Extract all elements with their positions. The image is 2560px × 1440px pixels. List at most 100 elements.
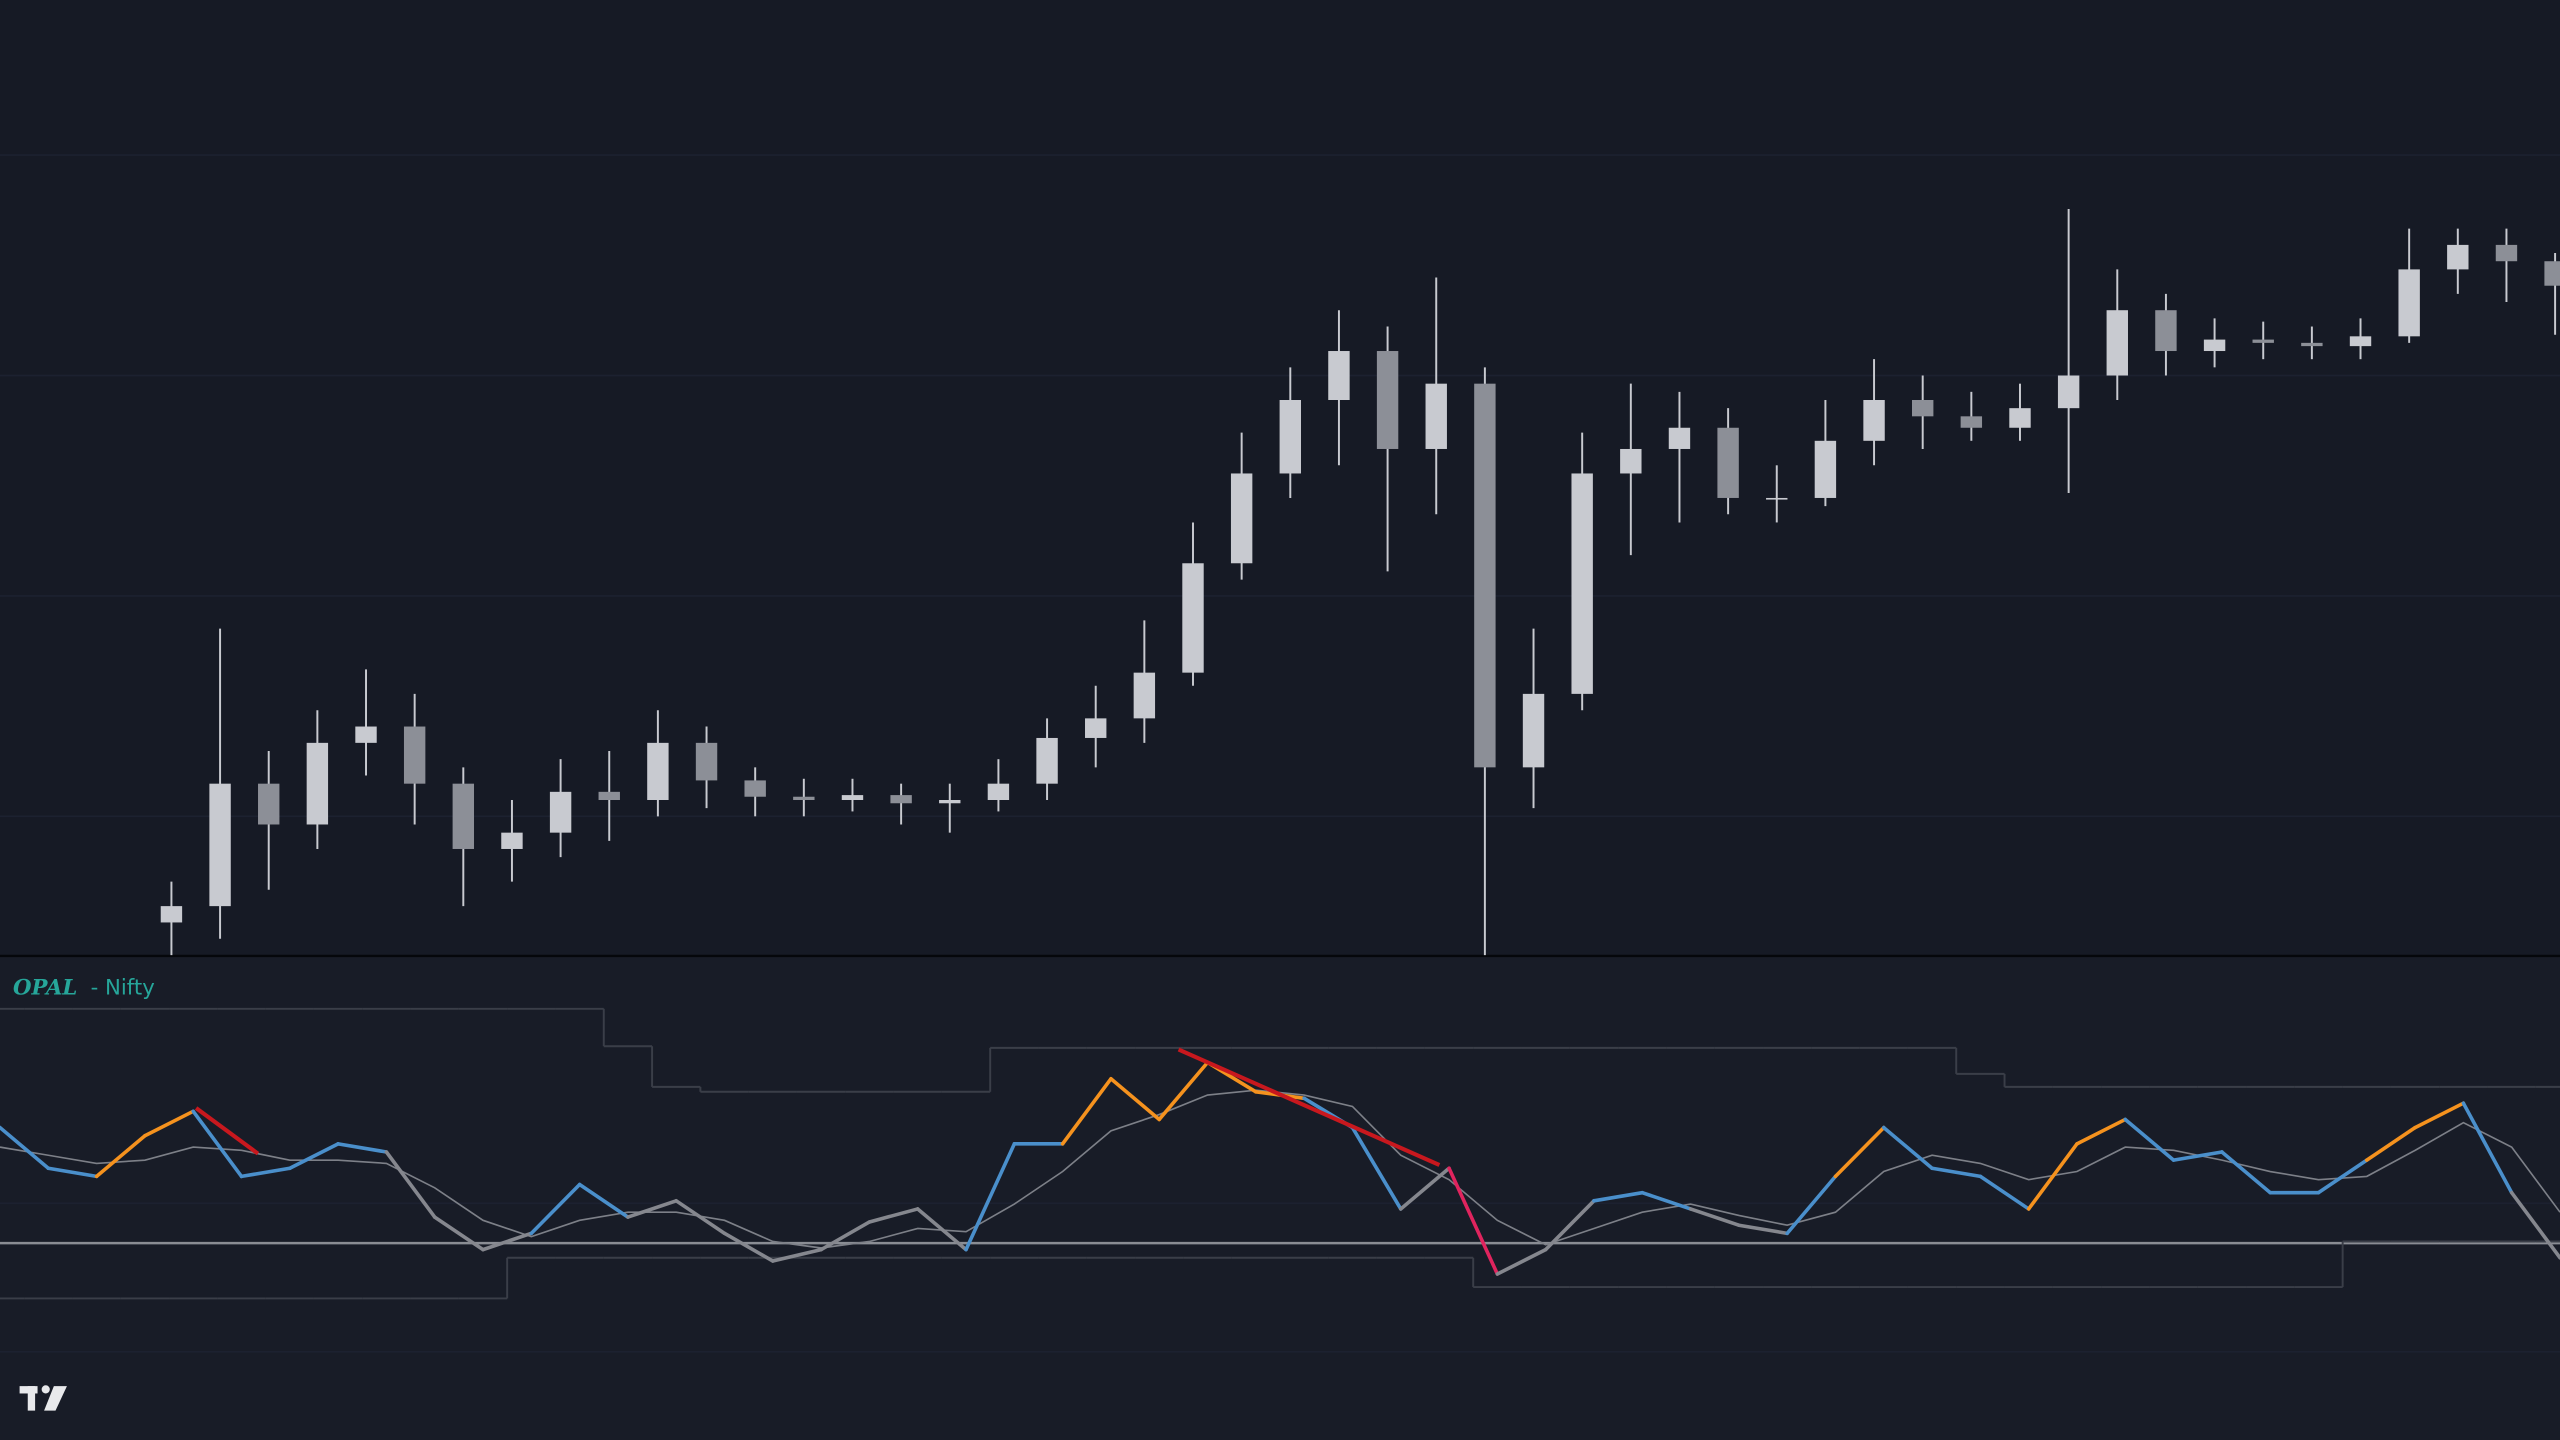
candle-body	[306, 742, 329, 825]
oscillator-segment	[1157, 1060, 1210, 1122]
trend-line	[194, 1106, 260, 1156]
oscillator-segment	[1592, 1190, 1645, 1203]
candle-body	[2155, 310, 2177, 352]
oscillator-segment	[867, 1207, 920, 1224]
candle-body	[793, 796, 815, 800]
price-pane	[0, 0, 2560, 955]
oscillator-segment	[1833, 1125, 1886, 1179]
candle-body	[1474, 383, 1496, 768]
oscillator-segment	[1350, 1125, 1403, 1211]
candle-body	[1814, 440, 1837, 498]
candle-body	[1571, 473, 1593, 694]
oscillator-segment	[529, 1182, 582, 1236]
candle-body	[598, 791, 620, 800]
oscillator-segment	[2364, 1125, 2417, 1162]
oscillator-segment	[2413, 1101, 2466, 1130]
oscillator-segment	[1640, 1190, 1693, 1211]
oscillator-segment	[1109, 1076, 1162, 1122]
candle-body	[2252, 339, 2274, 343]
indicator-symbol: - Nifty	[91, 975, 155, 1000]
candle-body	[1717, 427, 1739, 498]
oscillator-segment	[1495, 1247, 1548, 1276]
oscillator-segment	[2075, 1117, 2128, 1146]
oscillator-segment	[1543, 1199, 1596, 1252]
candle-body	[2203, 339, 2226, 352]
oscillator-segment	[1785, 1174, 1838, 1236]
candle-body	[987, 783, 1010, 800]
candle-body	[2009, 408, 2031, 428]
candle-body	[549, 791, 572, 833]
oscillator-segment	[1881, 1125, 1934, 1171]
candle-body	[2106, 310, 2128, 376]
candle-body	[1766, 497, 1788, 500]
oscillator-segment	[2461, 1101, 2514, 1195]
candle-body	[2495, 244, 2518, 262]
oscillator-segment	[1737, 1223, 1789, 1236]
candle-body	[647, 742, 669, 800]
oscillator-segment	[1398, 1166, 1451, 1211]
candle-body	[1960, 416, 1983, 428]
candle-body	[1328, 351, 1350, 400]
candle-body	[2447, 244, 2469, 270]
candle-body	[1911, 400, 1934, 417]
oscillator-segment	[1447, 1166, 1500, 1276]
oscillator-segment	[819, 1220, 872, 1252]
oscillator-segment	[2123, 1117, 2176, 1162]
candle-body	[1863, 400, 1885, 441]
candle-body	[1376, 351, 1399, 449]
candle-body	[1133, 672, 1156, 719]
candle-body	[1425, 383, 1447, 449]
indicator-label: OPAL - Nifty	[13, 975, 155, 1000]
candle-body	[1182, 563, 1204, 673]
oscillator-segment	[2026, 1142, 2079, 1211]
trend-line	[1177, 1047, 1441, 1167]
candle-body	[258, 783, 280, 825]
oscillator-segment	[239, 1166, 292, 1179]
oscillator-segment	[2509, 1190, 2560, 1260]
oscillator-segment	[1060, 1076, 1113, 1146]
oscillator-segment	[674, 1199, 727, 1236]
candle-body	[939, 800, 961, 804]
candle-body	[890, 795, 912, 804]
oscillator-segment	[336, 1142, 389, 1154]
candle-body	[1620, 448, 1642, 474]
candle-body	[1522, 693, 1545, 768]
indicator-name: OPAL	[13, 975, 77, 1000]
oscillator-segment	[481, 1231, 534, 1252]
candle-body	[501, 832, 523, 849]
oscillator-segment	[915, 1207, 968, 1252]
logo	[19, 1385, 67, 1411]
candle-body	[841, 795, 864, 800]
candle-body	[2057, 375, 2080, 409]
oscillator-segment	[94, 1133, 147, 1179]
indicator-pane	[0, 956, 2560, 1440]
candle-body	[1668, 427, 1691, 449]
oscillator-segment	[0, 1125, 51, 1171]
candle-body	[695, 742, 718, 781]
candle-body	[2349, 336, 2372, 347]
candle-body	[1230, 473, 1253, 564]
oscillator-segment	[626, 1199, 679, 1219]
oscillator-segment	[143, 1109, 196, 1138]
candle-body	[2398, 269, 2420, 337]
oscillator-segment	[288, 1142, 340, 1171]
oscillator-segment	[2316, 1158, 2369, 1195]
candle-body	[403, 726, 426, 784]
candle-body	[2544, 261, 2560, 286]
candle-body	[452, 783, 475, 849]
oscillator-segment	[1688, 1207, 1741, 1228]
oscillator-segment	[2171, 1150, 2224, 1162]
candle-body	[209, 783, 231, 907]
oscillator-segment	[964, 1142, 1017, 1252]
oscillator-segment	[722, 1231, 775, 1263]
oscillator-segment	[46, 1166, 99, 1179]
candle-body	[2301, 342, 2323, 347]
oscillator-segment	[1930, 1166, 1983, 1179]
oscillator-segment	[384, 1150, 437, 1219]
candle-body	[1279, 400, 1301, 474]
candle-body	[160, 906, 183, 923]
oscillator-segment	[577, 1182, 630, 1219]
candle-body	[1085, 718, 1107, 738]
oscillator-segment	[771, 1247, 823, 1263]
oscillator-segment	[1978, 1174, 2031, 1211]
